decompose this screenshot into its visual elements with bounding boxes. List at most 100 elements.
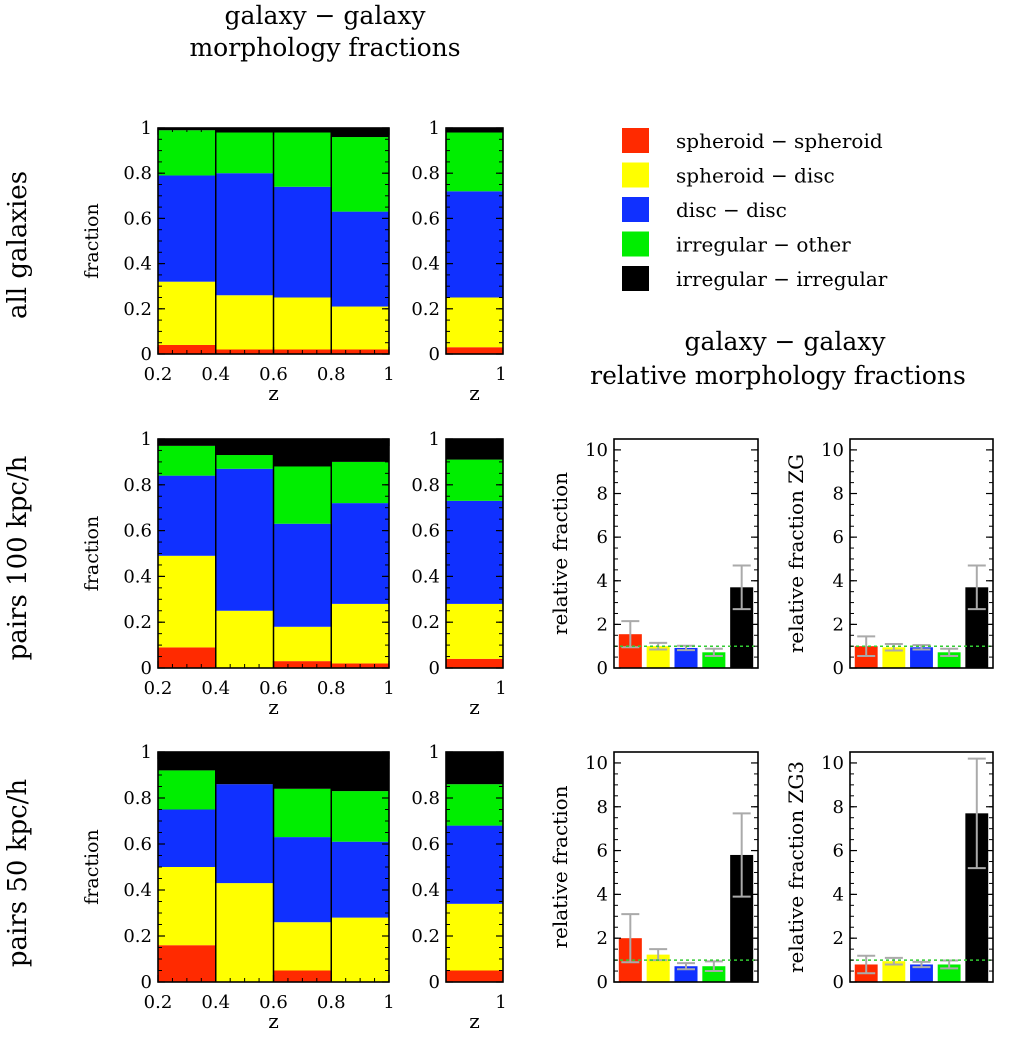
y-tick-label: 0.6	[411, 834, 440, 855]
y-tick-label: 10	[821, 753, 844, 774]
y-axis-label: fraction	[81, 203, 103, 278]
x-axis-label: z	[469, 381, 480, 405]
y-tick-label: 0.6	[411, 521, 440, 542]
bar-sph-sph	[618, 634, 642, 668]
bar-segment-disc-disc	[215, 173, 274, 296]
x-tick-label: 0.8	[317, 678, 346, 699]
bar-irr-irr	[965, 813, 989, 982]
y-tick-label: 0.6	[123, 208, 152, 229]
y-axis-label: relative fraction ZG3	[784, 761, 808, 973]
x-tick-label: 0.6	[259, 364, 288, 385]
x-tick-label: 0.8	[317, 992, 346, 1013]
legend-item-disc-disc: disc − disc	[622, 197, 787, 222]
bar-segment-disc-disc	[215, 784, 274, 884]
panel-pairs50-relative-zg3: 0 2 4 6 8 10 relative fraction ZG3	[784, 751, 994, 993]
legend-swatch	[622, 128, 649, 153]
bar-segment-irr-other	[273, 788, 332, 838]
bar-segment-disc-disc	[158, 175, 216, 282]
x-axis-label: z	[469, 1009, 480, 1033]
y-tick-label: 1	[141, 742, 152, 763]
y-tick-label: 0.8	[411, 475, 440, 496]
y-tick-label: 6	[597, 841, 608, 862]
bar-disc-disc	[674, 647, 698, 668]
bar-segment-disc-disc	[158, 809, 216, 867]
bar-segment-irr-other	[446, 784, 503, 826]
legend-label: irregular − other	[676, 233, 851, 257]
y-tick-label: 0	[429, 972, 440, 993]
y-tick-label: 4	[833, 571, 844, 592]
figure-titles: galaxy − galaxy morphology fractions gal…	[189, 1, 965, 390]
bar-segment-irr-irr	[273, 752, 332, 789]
bar-segment-sph-sph	[158, 344, 216, 354]
bar-segment-sph-disc	[273, 922, 332, 971]
bar-segment-disc-disc	[273, 186, 332, 298]
top-title-line-1: galaxy − galaxy	[225, 1, 427, 30]
panel-pairs100-relative: 0 2 4 6 8 10 relative fraction	[548, 438, 759, 679]
bar-segment-disc-disc	[331, 503, 389, 604]
y-tick-label: 0	[833, 972, 844, 993]
bar-segment-irr-other	[331, 461, 389, 504]
legend-swatch	[622, 162, 649, 188]
errorbar-sph-disc	[884, 643, 903, 652]
bar-segment-sph-disc	[215, 610, 274, 668]
top-title-line-2: morphology fractions	[189, 33, 460, 62]
bar-segment-irr-irr	[215, 752, 274, 785]
bar-segment-sph-sph	[446, 347, 503, 354]
x-tick-label: 0.6	[259, 678, 288, 699]
y-tick-label: 0.4	[123, 880, 152, 901]
x-tick-label: 0.8	[317, 364, 346, 385]
x-axis-label: z	[268, 1009, 279, 1033]
bar-segment-sph-sph	[158, 945, 216, 982]
relative-title-line-1: galaxy − galaxy	[685, 327, 887, 356]
legend-item-sph-sph: spheroid − spheroid	[622, 128, 883, 153]
x-tick-label: 1	[495, 364, 506, 385]
bar-segment-sph-disc	[158, 281, 216, 345]
errorbar-irr-other	[940, 959, 959, 970]
errorbar-sph-sph	[857, 635, 876, 658]
y-tick-label: 8	[833, 797, 844, 818]
row-label-pairs-50: pairs 50 kpc/h	[3, 779, 33, 968]
y-axis-label: relative fraction ZG	[784, 454, 808, 653]
panel-pairs50-relative: 0 2 4 6 8 10 relative fraction	[548, 751, 759, 993]
errorbar-disc-disc	[912, 960, 931, 969]
y-tick-label: 0.2	[123, 612, 152, 633]
errorbar-irr-irr	[967, 757, 986, 870]
bar-sph-disc	[882, 647, 906, 668]
bar-disc-disc	[910, 964, 933, 982]
y-tick-label: 0.4	[411, 880, 440, 901]
y-tick-label: 8	[597, 484, 608, 505]
bar-segment-irr-other	[215, 132, 274, 174]
errorbar-sph-sph	[621, 620, 640, 649]
bar-segment-disc-disc	[446, 500, 503, 604]
y-tick-label: 6	[833, 841, 844, 862]
errorbar-disc-disc	[677, 962, 695, 971]
bar-sph-disc	[646, 954, 670, 982]
y-tick-label: 6	[833, 527, 844, 548]
legend-label: spheroid − spheroid	[676, 129, 883, 153]
y-tick-label: 0.6	[123, 521, 152, 542]
bar-segment-irr-other	[158, 445, 216, 476]
legend-swatch	[622, 197, 649, 222]
bar-segment-sph-sph	[446, 970, 503, 982]
legend-item-irr-irr: irregular − irregular	[622, 266, 888, 291]
bar-segment-sph-sph	[446, 658, 503, 668]
y-tick-label: 0.4	[123, 566, 152, 587]
y-tick-label: 0.8	[411, 163, 440, 184]
bar-segment-disc-disc	[331, 211, 389, 307]
y-tick-label: 2	[597, 928, 608, 949]
errorbar-irr-other	[704, 647, 723, 658]
y-tick-label: 0	[597, 658, 608, 679]
y-tick-label: 10	[821, 440, 844, 461]
bar-segment-irr-other	[446, 132, 503, 192]
y-tick-label: 1	[429, 118, 440, 139]
legend-item-irr-other: irregular − other	[622, 231, 851, 257]
y-tick-label: 0	[429, 344, 440, 365]
bar-segment-sph-sph	[158, 647, 216, 668]
y-tick-label: 1	[141, 429, 152, 450]
plot-frame	[613, 438, 759, 669]
bar-segment-irr-other	[273, 132, 332, 187]
y-tick-label: 0	[833, 658, 844, 679]
